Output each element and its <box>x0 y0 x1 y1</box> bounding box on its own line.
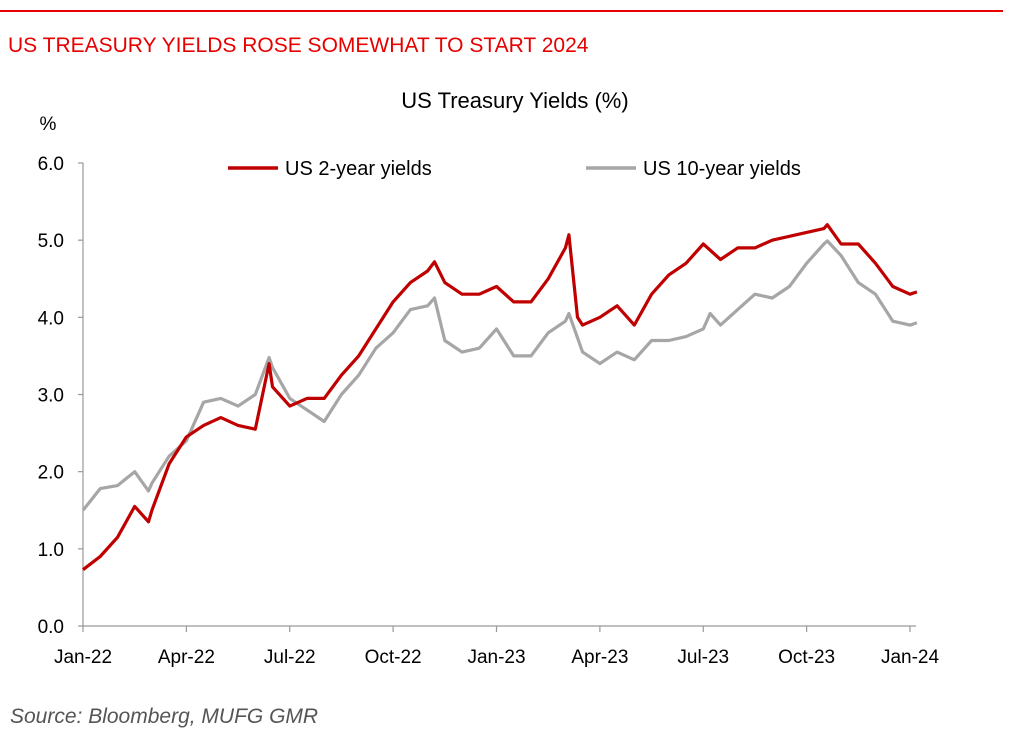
y-tick-label: 1.0 <box>38 540 64 561</box>
y-tick-label: 3.0 <box>38 386 64 407</box>
y-tick-label: 6.0 <box>38 154 64 175</box>
y-tick-label: 4.0 <box>38 308 64 329</box>
yield-chart: US Treasury Yields (%) % 0.0 1.0 2.0 3.0 4.0… <box>38 88 940 668</box>
y-tick-label: 5.0 <box>38 231 64 252</box>
y-tick-label: 2.0 <box>38 463 64 484</box>
series-line-10y <box>81 239 918 512</box>
x-tick-label: Apr-23 <box>571 647 628 668</box>
legend-label: US 2-year yields <box>285 158 432 180</box>
x-tick-label: Jul-22 <box>264 647 316 668</box>
x-tick-label: Jul-23 <box>677 647 729 668</box>
legend-label: US 10-year yields <box>643 158 801 180</box>
x-tick-label: Jan-22 <box>54 647 112 668</box>
headline: US TREASURY YIELDS ROSE SOMEWHAT TO STAR… <box>8 34 589 57</box>
top-rule <box>0 10 1003 12</box>
y-tick-label: 0.0 <box>38 617 64 638</box>
x-tick-label: Apr-22 <box>158 647 215 668</box>
x-tick-label: Jan-23 <box>467 647 525 668</box>
x-tick-label: Oct-22 <box>365 647 422 668</box>
chart-title: US Treasury Yields (%) <box>401 88 628 113</box>
source-note: Source: Bloomberg, MUFG GMR <box>10 705 319 728</box>
series-line-2y <box>82 223 918 571</box>
y-axis-unit: % <box>40 114 57 135</box>
x-tick-label: Jan-24 <box>881 647 940 668</box>
x-tick-label: Oct-23 <box>778 647 835 668</box>
